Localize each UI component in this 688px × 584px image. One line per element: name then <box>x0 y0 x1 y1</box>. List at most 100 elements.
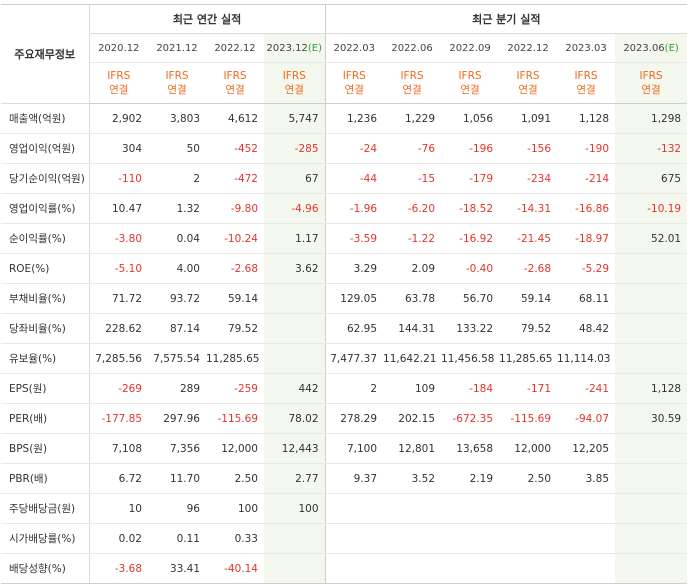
value-cell: 11,285.65 <box>206 343 264 374</box>
ifrs-cell: IFRS 연결 <box>325 62 384 104</box>
value-cell: 2.77 <box>264 463 326 494</box>
value-cell <box>557 493 616 524</box>
value-cell <box>441 493 500 524</box>
value-cell: 62.95 <box>325 313 384 344</box>
period-header: 2023.06(E) <box>615 33 688 63</box>
value-cell: 6.72 <box>89 463 148 494</box>
value-cell: 2.09 <box>383 253 442 284</box>
row-label: 시가배당률(%) <box>1 523 90 554</box>
period-header: 2022.03 <box>325 33 384 63</box>
value-cell: 68.11 <box>557 283 616 314</box>
ifrs-cell: IFRS 연결 <box>383 62 442 104</box>
value-cell: 67 <box>264 163 326 194</box>
value-cell: 78.02 <box>264 403 326 434</box>
value-cell: -171 <box>499 373 558 404</box>
value-cell: -672.35 <box>441 403 500 434</box>
period-label: 2022.09 <box>449 42 491 54</box>
value-cell: 0.02 <box>89 523 148 554</box>
row-label: 순이익률(%) <box>1 223 90 254</box>
value-cell: -234 <box>499 163 558 194</box>
value-cell: -115.69 <box>206 403 264 434</box>
value-cell: -5.10 <box>89 253 148 284</box>
value-cell: -10.19 <box>615 193 688 224</box>
ifrs-cell: IFRS 연결 <box>615 62 688 104</box>
value-cell <box>325 493 384 524</box>
value-cell: 93.72 <box>148 283 206 314</box>
quarterly-results-header: 최근 분기 실적 <box>325 4 688 34</box>
ifrs-label: IFRS <box>107 70 131 82</box>
value-cell: 202.15 <box>383 403 442 434</box>
ifrs-cell: IFRS 연결 <box>148 62 206 104</box>
value-cell: -2.68 <box>206 253 264 284</box>
consolidated-label: 연결 <box>641 84 661 96</box>
value-cell <box>615 493 688 524</box>
value-cell: -3.59 <box>325 223 384 254</box>
value-cell: 100 <box>264 493 326 524</box>
value-cell: 297.96 <box>148 403 206 434</box>
value-cell <box>615 313 688 344</box>
period-header: 2020.12 <box>89 33 148 63</box>
row-label: PBR(배) <box>1 463 90 494</box>
value-cell: 4.00 <box>148 253 206 284</box>
value-cell: 79.52 <box>499 313 558 344</box>
period-row: 2020.12 2021.12 2022.12 2023.12(E) 2022.03 20… <box>1 33 688 63</box>
consolidated-label: 연결 <box>109 84 129 96</box>
value-cell: -184 <box>441 373 500 404</box>
value-cell <box>441 523 500 554</box>
ifrs-cell: IFRS 연결 <box>89 62 148 104</box>
value-cell: 13,658 <box>441 433 500 464</box>
value-cell <box>557 553 616 584</box>
value-cell: 2,902 <box>89 103 148 134</box>
consolidated-label: 연결 <box>167 84 187 96</box>
value-cell <box>499 493 558 524</box>
value-cell <box>264 313 326 344</box>
table-row: 부채비율(%) 71.72 93.72 59.14 129.05 63.78 56.70 59… <box>1 283 688 314</box>
value-cell: -3.80 <box>89 223 148 254</box>
value-cell <box>383 553 442 584</box>
value-cell: 4,612 <box>206 103 264 134</box>
row-label: 당기순이익(억원) <box>1 163 90 194</box>
row-label: 부채비율(%) <box>1 283 90 314</box>
period-header: 2021.12 <box>148 33 206 63</box>
value-cell: 12,000 <box>499 433 558 464</box>
value-cell <box>615 283 688 314</box>
period-header: 2022.12 <box>206 33 264 63</box>
ifrs-cell: IFRS 연결 <box>499 62 558 104</box>
value-cell: -21.45 <box>499 223 558 254</box>
period-header: 2022.09 <box>441 33 500 63</box>
value-cell: 304 <box>89 133 148 164</box>
row-label: 유보율(%) <box>1 343 90 374</box>
consolidated-label: 연결 <box>344 84 364 96</box>
value-cell: 289 <box>148 373 206 404</box>
value-cell: 1,298 <box>615 103 688 134</box>
value-cell: 5,747 <box>264 103 326 134</box>
ifrs-cell: IFRS 연결 <box>206 62 264 104</box>
row-label: 주당배당금(원) <box>1 493 90 524</box>
value-cell: 2 <box>325 373 384 404</box>
row-label: BPS(원) <box>1 433 90 464</box>
row-label: 영업이익(억원) <box>1 133 90 164</box>
value-cell: -18.52 <box>441 193 500 224</box>
value-cell: 133.22 <box>441 313 500 344</box>
value-cell: 79.52 <box>206 313 264 344</box>
value-cell <box>615 553 688 584</box>
value-cell: -94.07 <box>557 403 616 434</box>
value-cell: 30.59 <box>615 403 688 434</box>
value-cell: -472 <box>206 163 264 194</box>
table-row: 시가배당률(%) 0.02 0.11 0.33 <box>1 523 688 554</box>
value-cell: -156 <box>499 133 558 164</box>
table-row: 당좌비율(%) 228.62 87.14 79.52 62.95 144.31 133.22… <box>1 313 688 344</box>
value-cell: 12,205 <box>557 433 616 464</box>
ifrs-label: IFRS <box>223 70 247 82</box>
period-label: 2022.06 <box>391 42 433 54</box>
value-cell <box>264 523 326 554</box>
period-label: 2023.03 <box>565 42 607 54</box>
value-cell: 33.41 <box>148 553 206 584</box>
value-cell: -259 <box>206 373 264 404</box>
value-cell <box>615 343 688 374</box>
period-header: 2023.03 <box>557 33 616 63</box>
value-cell: -452 <box>206 133 264 164</box>
value-cell: 63.78 <box>383 283 442 314</box>
value-cell: -16.86 <box>557 193 616 224</box>
value-cell: 1.17 <box>264 223 326 254</box>
